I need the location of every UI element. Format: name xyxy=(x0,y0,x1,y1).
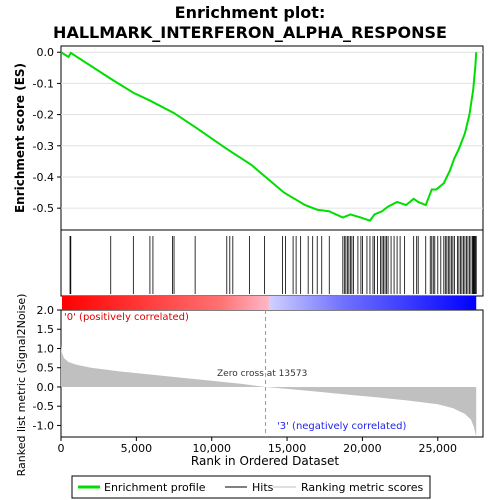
metric-y-tick-label: -0.5 xyxy=(33,400,54,413)
es-y-tick-label: -0.3 xyxy=(33,140,54,153)
metric-y-tick-label: 1.0 xyxy=(37,342,55,355)
rank-heat-bar xyxy=(62,296,477,310)
metric-y-tick-label: 0.5 xyxy=(37,362,55,375)
x-tick-label: 0 xyxy=(58,442,65,455)
es-y-tick-label: -0.2 xyxy=(33,109,54,122)
x-tick-label: 5,000 xyxy=(121,442,153,455)
zero-cross-label: Zero cross at 13573 xyxy=(217,369,307,379)
x-tick-label: 20,000 xyxy=(343,442,382,455)
legend-frame xyxy=(71,475,431,499)
x-tick-label: 25,000 xyxy=(419,442,458,455)
positive-correlation-label: '0' (positively correlated) xyxy=(64,312,189,323)
ranking-metric-area xyxy=(61,344,477,437)
es-y-tick-label: -0.5 xyxy=(33,202,54,215)
legend-metric-label: Ranking metric scores xyxy=(301,481,423,494)
x-tick-label: 15,000 xyxy=(268,442,307,455)
metric-y-tick-label: 0.0 xyxy=(37,381,55,394)
es-y-tick-label: -0.4 xyxy=(33,171,54,184)
metric-y-tick-label: 1.5 xyxy=(37,323,55,336)
negative-correlation-label: '3' (negatively correlated) xyxy=(277,421,406,432)
legend: Enrichment profile Hits Ranking metric s… xyxy=(71,475,431,499)
chart-title-line1: Enrichment plot: xyxy=(175,3,326,22)
es-y-axis-title: Enrichment score (ES) xyxy=(13,63,27,213)
x-axis-title: Rank in Ordered Dataset xyxy=(191,454,339,468)
metric-y-tick-label: 2.0 xyxy=(37,304,55,317)
metric-y-tick-label: -1.0 xyxy=(33,419,54,432)
legend-enrichment-label: Enrichment profile xyxy=(104,481,206,494)
enrichment-profile-line xyxy=(60,51,478,222)
legend-hits-label: Hits xyxy=(252,481,274,494)
es-y-tick-label: -0.1 xyxy=(33,77,54,90)
metric-y-axis-title: Ranked list metric (Signal2Noise) xyxy=(15,294,28,477)
hits-panel-frame xyxy=(60,229,484,297)
x-tick-label: 10,000 xyxy=(192,442,231,455)
chart-title-line2: HALLMARK_INTERFERON_ALPHA_RESPONSE xyxy=(53,23,447,42)
es-y-tick-label: 0.0 xyxy=(37,46,55,59)
